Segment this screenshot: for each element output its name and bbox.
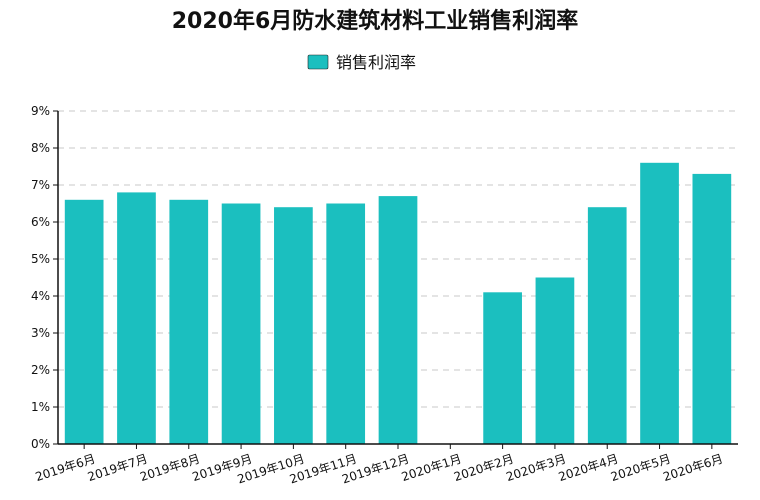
x-tick-label: 2020年3月 [504,452,567,485]
x-tick-label: 2019年8月 [138,452,201,485]
bar [587,207,627,444]
y-tick-label: 0% [31,437,50,451]
legend-label: 销售利润率 [336,53,416,72]
y-tick-label: 3% [31,326,50,340]
tick-layer: 0% 1% 2% 3% 4% 5% 6% 7% 8% 9% [31,104,713,451]
x-tick-label: 2020年4月 [557,452,620,485]
bar [326,203,366,444]
y-tick-label: 9% [31,104,50,118]
bar [640,162,679,445]
chart-title: 2020年6月防水建筑材料工业销售利润率 [172,8,579,34]
y-tick-label: 2% [31,363,50,377]
bar [169,199,209,444]
x-tick-label: 2019年7月 [86,452,149,485]
bar [692,173,732,444]
x-tick-label: 2020年5月 [609,452,672,485]
y-tick-label: 4% [31,289,50,303]
legend: 销售利润率 [307,53,416,72]
y-tick-label: 1% [31,400,50,414]
bar [535,277,575,444]
x-tick-label: 2020年6月 [661,452,724,485]
legend-swatch [307,54,329,70]
x-tick-label: 2019年6月 [34,452,97,485]
y-tick-label: 6% [31,215,50,229]
x-tick-label: 2020年1月 [400,452,463,485]
y-tick-label: 5% [31,252,50,266]
y-tick-label: 7% [31,178,50,192]
bar [378,196,418,444]
bar [117,192,156,444]
x-tick-label: 2020年2月 [452,452,515,485]
bar [64,199,104,444]
bar-layer [64,162,732,445]
bar [274,207,313,444]
y-tick-label: 8% [31,141,50,155]
bar [483,292,522,444]
bar [221,203,261,444]
x-label-layer: 2019年6月2019年7月2019年8月2019年9月2019年10月2019… [34,452,725,487]
